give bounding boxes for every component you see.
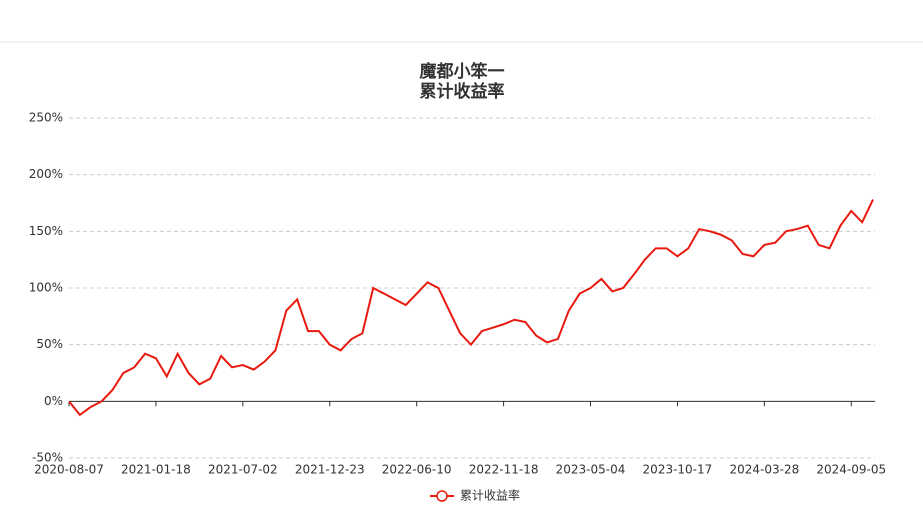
legend-label: 累计收益率 — [460, 488, 520, 503]
x-tick-label: 2020-08-07 — [34, 463, 104, 477]
y-tick-label: 50% — [36, 337, 63, 351]
y-tick-label: 200% — [29, 167, 63, 181]
y-tick-label: 250% — [29, 111, 63, 125]
chart-title: 魔都小笨一 — [420, 61, 505, 82]
x-tick-label: 2024-03-28 — [729, 463, 799, 477]
y-tick-label: 0% — [44, 394, 63, 408]
y-tick-label: 150% — [29, 224, 63, 238]
x-tick-label: 2021-12-23 — [295, 463, 365, 477]
chart-subtitle: 累计收益率 — [420, 81, 505, 102]
x-tick-label: 2022-11-18 — [469, 463, 539, 477]
line-series — [68, 199, 874, 417]
x-tick-label: 2023-10-17 — [643, 463, 713, 477]
x-tick-label: 2023-05-04 — [556, 463, 626, 477]
y-tick-label: 100% — [29, 281, 63, 295]
x-tick-label: 2021-01-18 — [121, 463, 191, 477]
y-tick-label: -50% — [32, 451, 63, 465]
x-tick-label: 2024-09-05 — [816, 463, 886, 477]
x-tick-label: 2021-07-02 — [208, 463, 278, 477]
legend-marker — [436, 490, 448, 502]
x-tick-label: 2022-06-10 — [382, 463, 452, 477]
